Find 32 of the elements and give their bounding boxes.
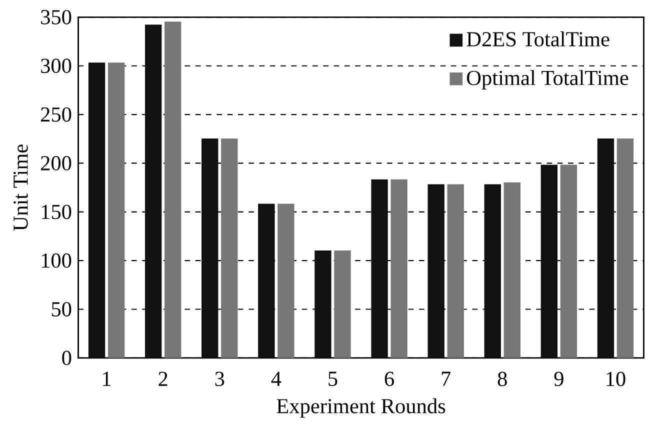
x-tick-label: 8	[498, 372, 507, 386]
x-axis-title: Experiment Rounds	[276, 398, 446, 418]
x-tick-label: 2	[158, 372, 168, 386]
x-tick-label: 10	[606, 372, 626, 386]
y-tick-label: 350	[41, 10, 72, 24]
y-tick-label: 50	[52, 302, 72, 316]
bar	[447, 184, 464, 358]
bar	[560, 164, 578, 358]
bar	[334, 250, 351, 358]
y-tick-label: 200	[41, 156, 72, 170]
x-tick-label: 5	[328, 372, 338, 386]
y-tick-label: 150	[42, 204, 72, 219]
bar	[221, 138, 238, 358]
x-tick-label: 1	[103, 372, 111, 386]
bar	[164, 22, 182, 358]
bar	[390, 179, 408, 358]
y-tick-label: 100	[42, 253, 72, 268]
bar	[616, 138, 634, 358]
bar	[504, 182, 520, 358]
x-tick-label: 7	[442, 372, 451, 386]
y-tick-label: 300	[41, 58, 72, 73]
x-tick-label: 4	[271, 372, 282, 386]
y-tick-label: 250	[41, 107, 72, 122]
y-tick-label: 0	[62, 350, 72, 366]
bar	[108, 62, 125, 358]
x-tick-label: 3	[215, 372, 224, 386]
x-tick-label: 6	[384, 372, 394, 386]
x-tick-label: 9	[554, 372, 564, 386]
legend-label: Optimal TotalTime	[466, 70, 628, 90]
legend-label: D2ES TotalTime	[466, 31, 610, 46]
y-axis-title: Unit Time	[14, 144, 28, 231]
bar	[278, 204, 294, 358]
